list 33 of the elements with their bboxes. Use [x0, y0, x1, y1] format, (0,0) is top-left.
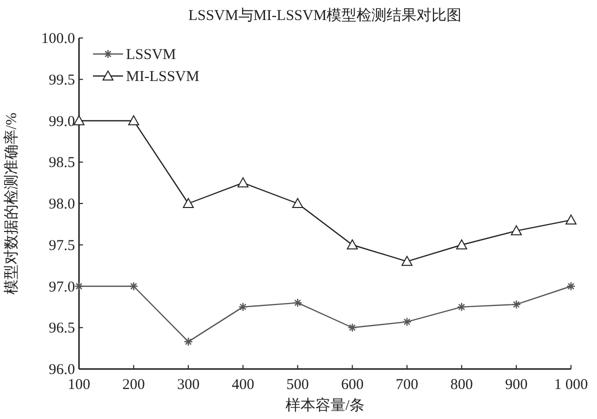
x-tick-label: 100: [68, 377, 90, 393]
x-tick-label: 300: [177, 377, 200, 393]
chart-title: LSSVM与MI-LSSVM模型检测结果对比图: [188, 7, 462, 24]
x-tick-label: 900: [505, 377, 528, 393]
x-tick-label: 1 000: [554, 377, 588, 393]
point: [182, 198, 194, 208]
x-tick-label: 400: [232, 377, 254, 393]
point: [402, 256, 412, 266]
y-axis-title: 模型对数据的检测准确率/%: [3, 112, 20, 294]
y-tick-label: 97.5: [48, 238, 75, 254]
x-tick-label: 200: [122, 377, 145, 393]
point: [510, 225, 522, 236]
point: [128, 115, 140, 126]
x-tick-label: 800: [450, 377, 473, 393]
x-tick-label: 600: [341, 377, 364, 393]
y-tick-label: 97.0: [48, 279, 75, 296]
point: [292, 198, 304, 208]
y-tick-label: 98.5: [48, 155, 75, 172]
legend-label: LSSVM: [126, 47, 176, 63]
point: [346, 239, 358, 250]
point: [238, 177, 248, 188]
point: [456, 239, 468, 250]
x-axis-title: 样本容量/条: [285, 397, 365, 414]
x-tick-label: 700: [396, 377, 418, 393]
y-tick-label: 96.5: [48, 320, 75, 337]
y-tick-label: 98.0: [48, 196, 75, 212]
y-tick-label: 100.0: [41, 31, 75, 47]
y-tick-label: 99.5: [48, 72, 75, 88]
y-tick-label: 99.0: [48, 114, 75, 130]
point: [566, 214, 576, 225]
legend-label: MI-LSSVM: [126, 69, 200, 85]
x-tick-label: 500: [286, 377, 309, 393]
y-tick-label: 96.0: [48, 362, 75, 378]
